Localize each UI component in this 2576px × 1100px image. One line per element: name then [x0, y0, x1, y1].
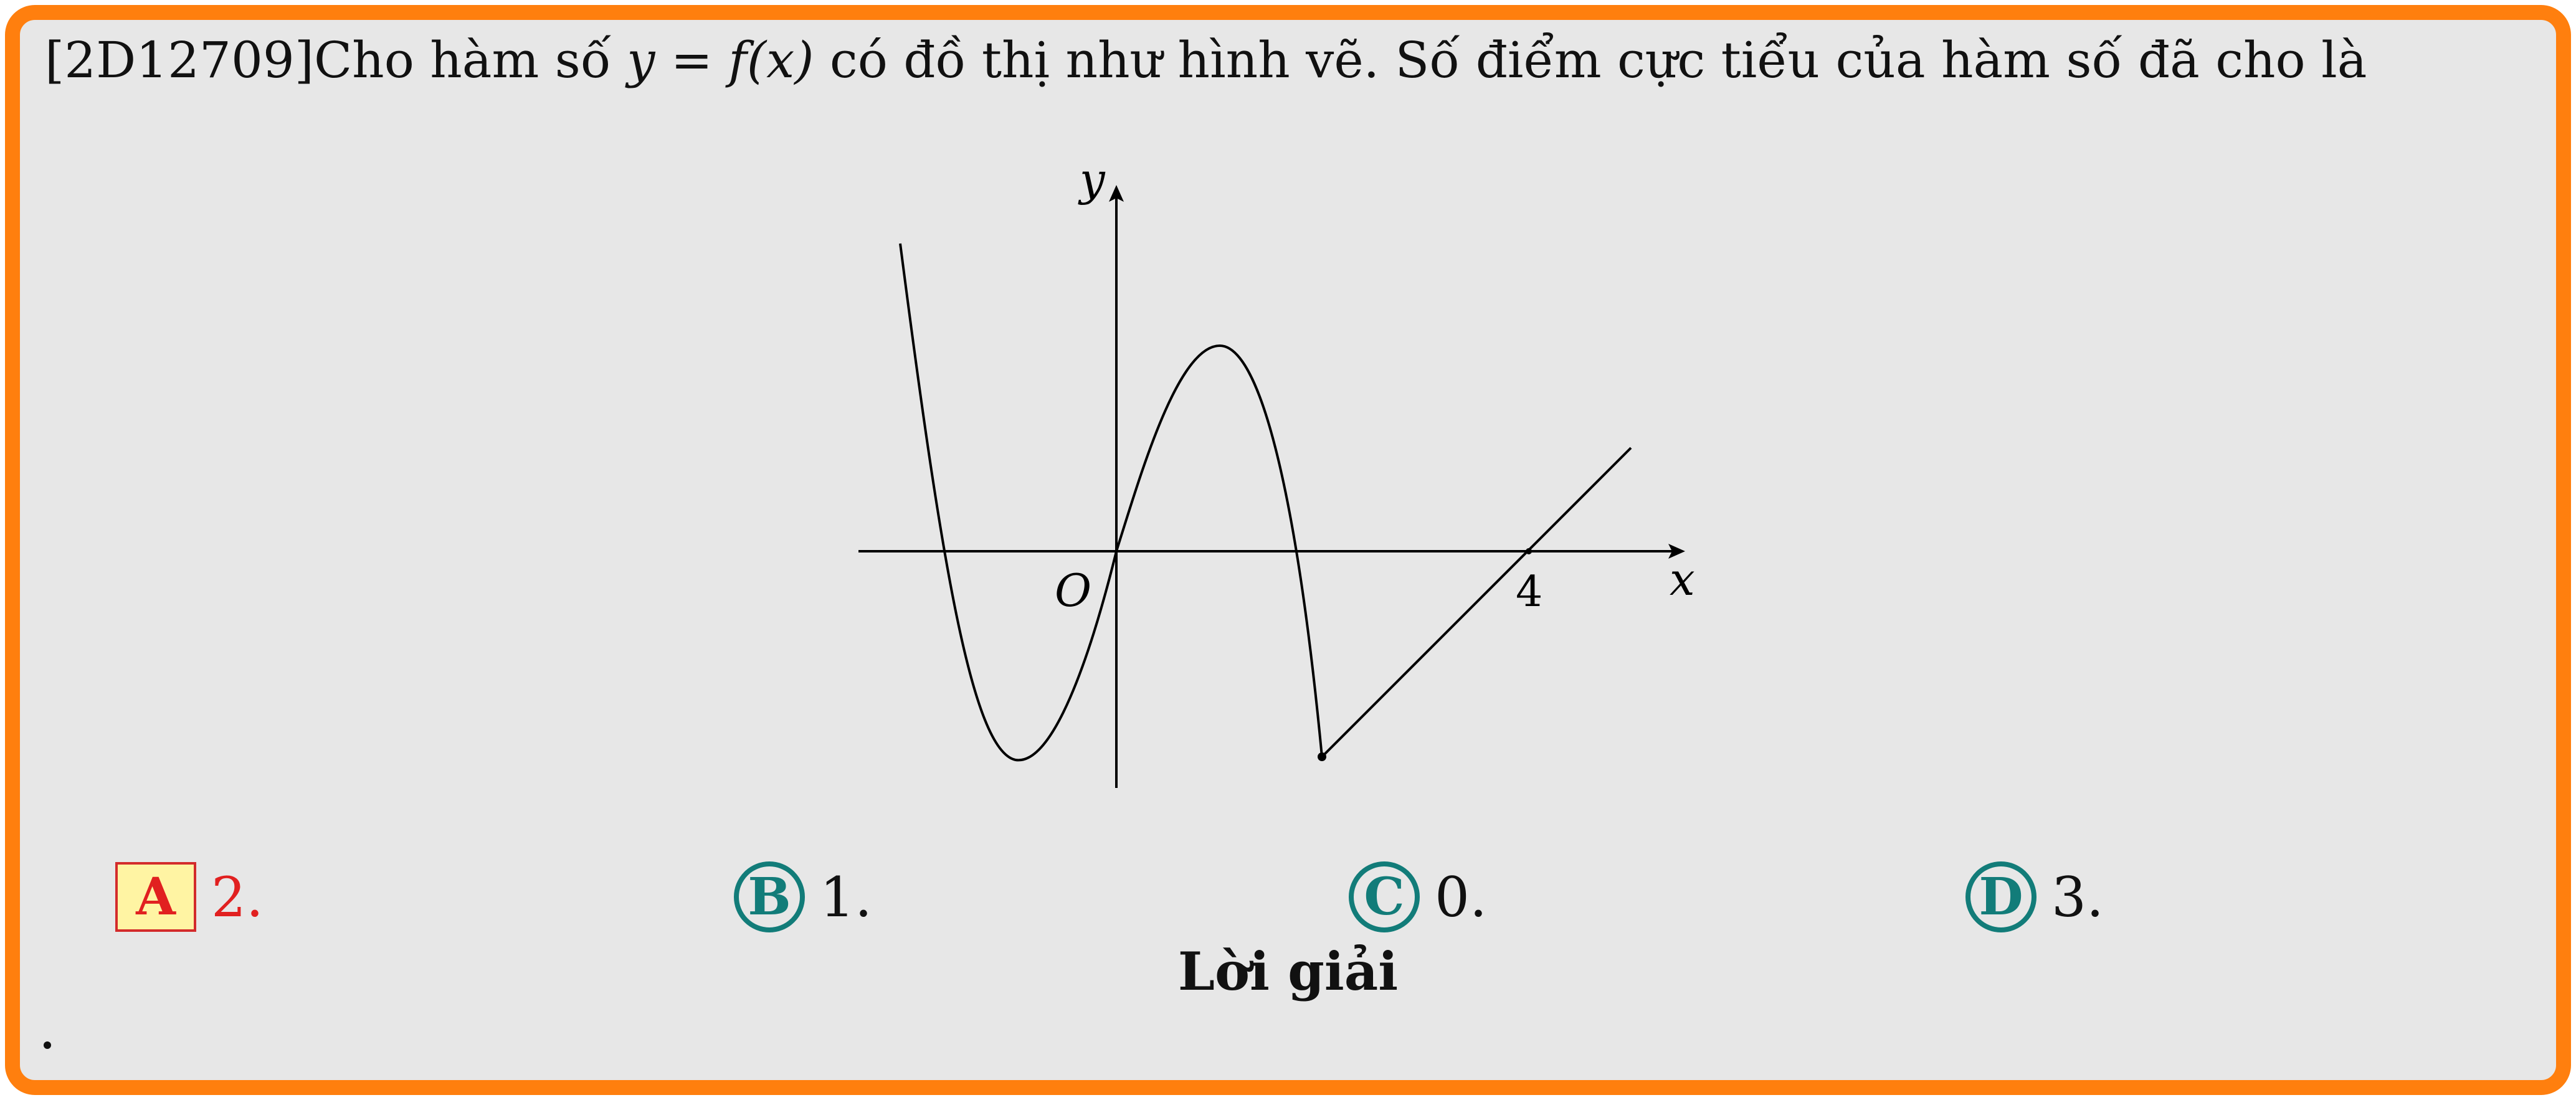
question-card: [5, 5, 2571, 1095]
option-d[interactable]: D 3.: [1965, 860, 2104, 934]
option-b-value: 1.: [820, 865, 872, 929]
question-text-after: có đồ thị như hình vẽ. Số điểm cực tiểu …: [814, 31, 2367, 89]
option-d-value: 3.: [2051, 865, 2104, 929]
graph-endpoint: [1318, 752, 1326, 761]
option-a-value: 2.: [211, 865, 264, 929]
option-c-letter: C: [1349, 861, 1420, 932]
option-d-letter: D: [1965, 861, 2037, 932]
x-tick-label-4: 4: [1516, 567, 1542, 617]
solution-body: .: [44, 1041, 51, 1049]
function-graph: y x O 4: [847, 159, 1719, 813]
x-axis-label: x: [1670, 553, 1695, 605]
question-text: [2D12709]Cho hàm số y = f(x) có đồ thị n…: [45, 31, 2367, 89]
question-math: y = f(x): [627, 31, 814, 89]
y-axis-arrow: [1109, 185, 1124, 202]
option-a-letter: A: [115, 862, 196, 932]
graph-curve: [899, 243, 1323, 762]
origin-label: O: [1055, 564, 1091, 617]
option-c[interactable]: C 0.: [1349, 860, 1487, 934]
question-code: [2D12709]: [45, 31, 314, 89]
option-b[interactable]: B 1.: [734, 860, 872, 934]
graph-line-segment: [1321, 447, 1632, 758]
option-b-letter: B: [734, 861, 805, 932]
y-axis-label: y: [1078, 159, 1106, 206]
question-text-before: Cho hàm số: [313, 31, 627, 89]
solution-title: Lời giải: [1177, 941, 1399, 1002]
option-c-value: 0.: [1435, 865, 1487, 929]
option-a[interactable]: A 2.: [115, 860, 264, 934]
x-axis-arrow: [1668, 544, 1685, 559]
tick-4-point: [1526, 548, 1532, 554]
